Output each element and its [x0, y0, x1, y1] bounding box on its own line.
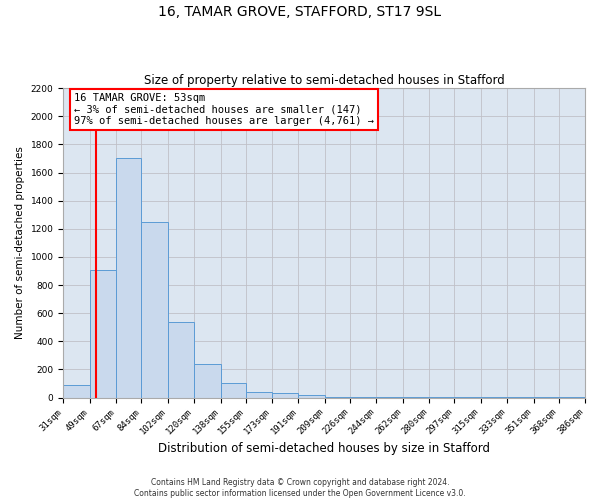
Bar — [221, 384, 245, 398]
Bar — [194, 364, 221, 398]
Bar — [90, 270, 116, 398]
Bar — [167, 322, 194, 398]
Bar — [245, 392, 272, 398]
Bar — [298, 394, 325, 398]
Bar — [325, 397, 350, 398]
Bar — [350, 397, 376, 398]
Bar — [272, 394, 298, 398]
Text: 16, TAMAR GROVE, STAFFORD, ST17 9SL: 16, TAMAR GROVE, STAFFORD, ST17 9SL — [158, 5, 442, 19]
X-axis label: Distribution of semi-detached houses by size in Stafford: Distribution of semi-detached houses by … — [158, 442, 490, 455]
Bar — [63, 385, 90, 398]
Bar — [116, 158, 141, 398]
Y-axis label: Number of semi-detached properties: Number of semi-detached properties — [15, 146, 25, 340]
Bar — [141, 222, 167, 398]
Title: Size of property relative to semi-detached houses in Stafford: Size of property relative to semi-detach… — [144, 74, 505, 87]
Bar — [376, 397, 403, 398]
Text: Contains HM Land Registry data © Crown copyright and database right 2024.
Contai: Contains HM Land Registry data © Crown c… — [134, 478, 466, 498]
Text: 16 TAMAR GROVE: 53sqm
← 3% of semi-detached houses are smaller (147)
97% of semi: 16 TAMAR GROVE: 53sqm ← 3% of semi-detac… — [74, 93, 374, 126]
